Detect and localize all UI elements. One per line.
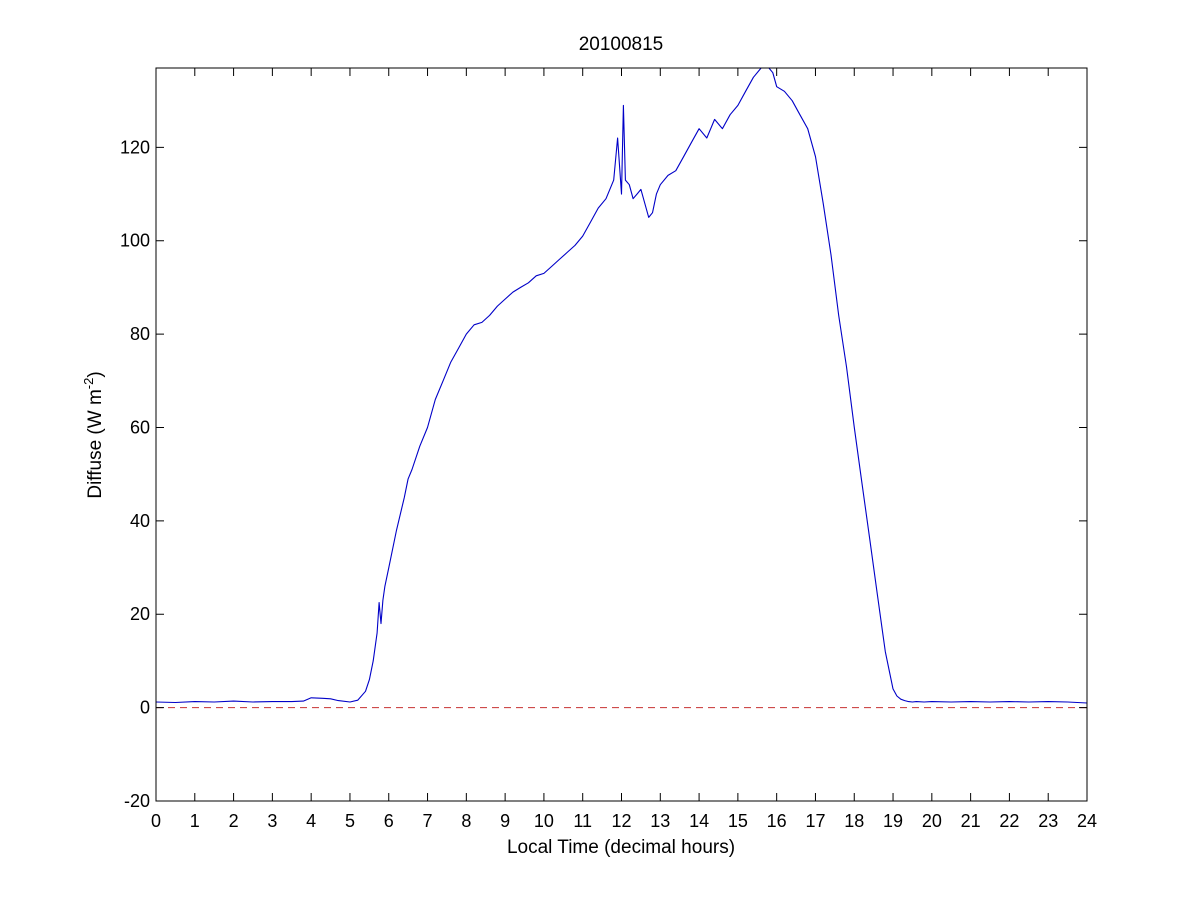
x-tick-label: 20	[922, 811, 942, 831]
x-tick-label: 8	[461, 811, 471, 831]
x-tick-label: 7	[423, 811, 433, 831]
x-tick-label: 22	[999, 811, 1019, 831]
y-tick-label: 40	[130, 511, 150, 531]
x-tick-label: 12	[611, 811, 631, 831]
y-tick-label: -20	[124, 791, 150, 811]
x-tick-label: 1	[190, 811, 200, 831]
x-tick-label: 14	[689, 811, 709, 831]
x-tick-label: 13	[650, 811, 670, 831]
x-tick-label: 6	[384, 811, 394, 831]
x-tick-label: 24	[1077, 811, 1097, 831]
chart-title: 20100815	[579, 34, 664, 55]
y-tick-label: 0	[140, 698, 150, 718]
x-tick-label: 4	[306, 811, 316, 831]
y-axis-title-superscript: -2	[81, 378, 96, 390]
series-line	[155, 67, 1088, 704]
x-tick-label: 3	[267, 811, 277, 831]
x-tick-label: 19	[883, 811, 903, 831]
y-tick-label: 20	[130, 604, 150, 624]
x-tick-label: 9	[500, 811, 510, 831]
y-axis-title-suffix: )	[85, 371, 106, 377]
plot-area: 0 1 2 3 4 5 6 7 8 9 10 11 12 13 14 15 16 17 18 19 20 21 22 23 24…	[120, 67, 1097, 831]
x-tick-label: 0	[151, 811, 161, 831]
y-tick-label: 120	[120, 137, 150, 157]
y-tick-label: 100	[120, 231, 150, 251]
x-tick-label: 18	[844, 811, 864, 831]
x-tick-label: 21	[961, 811, 981, 831]
y-axis-title-prefix: Diffuse (W m	[85, 389, 106, 498]
x-tick-label: 15	[728, 811, 748, 831]
x-tick-label: 16	[767, 811, 787, 831]
y-axis-title: Diffuse (W m-2)	[81, 371, 106, 498]
y-tick-label: 60	[130, 417, 150, 437]
x-tick-label: 17	[805, 811, 825, 831]
x-tick-label: 2	[229, 811, 239, 831]
x-tick-label: 11	[573, 811, 592, 831]
y-tick-label: 80	[130, 324, 150, 344]
x-tick-label: 23	[1038, 811, 1058, 831]
x-axis-title: Local Time (decimal hours)	[507, 837, 735, 858]
x-tick-label: 5	[345, 811, 355, 831]
x-tick-label: 10	[534, 811, 554, 831]
